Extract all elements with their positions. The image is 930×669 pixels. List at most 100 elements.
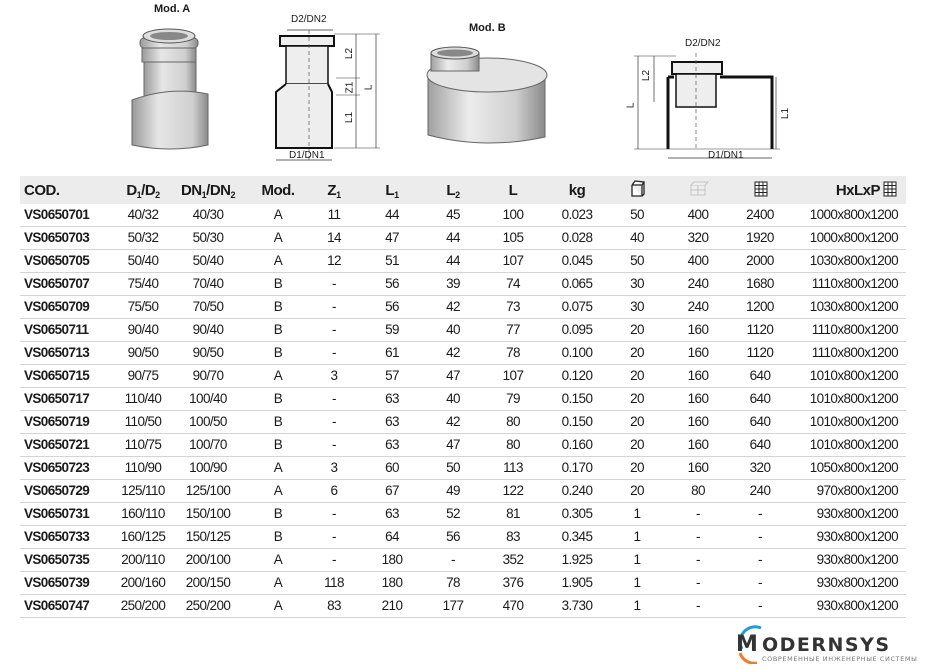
dim-b-d2-dn2: D2/DN2 bbox=[685, 38, 721, 49]
cell-l: 79 bbox=[506, 391, 520, 406]
cell-pallet-qty: - bbox=[758, 598, 763, 613]
mod-a-illustration bbox=[131, 28, 209, 150]
mod-b-label: Mod. B bbox=[469, 22, 506, 34]
cell-box-qty: 20 bbox=[630, 460, 644, 475]
cell-pallet-qty: 640 bbox=[749, 368, 771, 383]
cell-hxlxp: 1110x800x1200 bbox=[811, 276, 899, 291]
header-subscript: 1 bbox=[136, 190, 142, 200]
cell-cod: VS0650717 bbox=[24, 391, 90, 406]
mod-a-label: Mod. A bbox=[154, 3, 191, 15]
cell-d1-d2: 50/40 bbox=[127, 253, 159, 268]
cell-cod: VS0650729 bbox=[24, 483, 90, 498]
cell-kg: 0.150 bbox=[561, 414, 593, 429]
cell-layer-qty: - bbox=[696, 598, 701, 613]
cell-d1-d2: 75/40 bbox=[127, 276, 159, 291]
cell-hxlxp: 1010x800x1200 bbox=[809, 368, 899, 383]
cell-z1: - bbox=[332, 529, 337, 544]
cell-dn1-dn2: 100/50 bbox=[189, 414, 227, 429]
dim-l2: L2 bbox=[344, 47, 356, 60]
cell-l: 376 bbox=[502, 575, 524, 590]
cell-z1: 12 bbox=[327, 253, 341, 268]
cell-mod: B bbox=[273, 345, 283, 360]
header-subscript: 1 bbox=[394, 190, 399, 200]
cell-mod: B bbox=[273, 437, 283, 452]
header-text: kg bbox=[568, 182, 586, 199]
cell-hxlxp: 930x800x1200 bbox=[816, 575, 899, 590]
cell-pallet-qty: 1120 bbox=[746, 345, 774, 360]
cell-l: 74 bbox=[506, 276, 520, 291]
svg-text:M: M bbox=[736, 632, 759, 657]
cell-l1: 63 bbox=[385, 391, 399, 406]
cell-layer-qty: - bbox=[696, 529, 701, 544]
dim-z1: Z1 bbox=[344, 81, 356, 94]
cell-dn1-dn2: 200/100 bbox=[185, 552, 231, 567]
cell-hxlxp: 930x800x1200 bbox=[816, 529, 899, 544]
cell-kg: 0.160 bbox=[561, 437, 593, 452]
cell-l1: 180 bbox=[381, 552, 403, 567]
dim-d1-dn1: D1/DN1 bbox=[289, 150, 325, 161]
cell-z1: - bbox=[332, 322, 337, 337]
cell-cod: VS0650731 bbox=[24, 506, 90, 521]
dim-b-l2: L2 bbox=[641, 69, 653, 82]
cell-d1-d2: 90/50 bbox=[127, 345, 159, 360]
cell-cod: VS0650723 bbox=[24, 460, 90, 475]
table-row: VS0650703 50/32 50/30 A 14 47 44 105 0.028 40 320 1… bbox=[20, 227, 906, 250]
cell-layer-qty: 160 bbox=[687, 414, 709, 429]
cell-layer-qty: - bbox=[696, 552, 701, 567]
cell-kg: 0.095 bbox=[561, 322, 593, 337]
cell-pallet-qty: 640 bbox=[749, 414, 771, 429]
cell-dn1-dn2: 50/40 bbox=[192, 253, 224, 268]
header-subscript: 2 bbox=[155, 190, 160, 200]
table-row: VS0650729 125/110 125/100 A 6 67 49 122 0.240 20 8… bbox=[20, 480, 906, 503]
header-text: Mod. bbox=[261, 182, 296, 199]
cell-l: 80 bbox=[506, 414, 520, 429]
cell-pallet-qty: 240 bbox=[749, 483, 771, 498]
cell-layer-qty: 400 bbox=[687, 253, 709, 268]
header-layer-qty bbox=[666, 176, 730, 204]
cell-cod: VS0650715 bbox=[24, 368, 90, 383]
cell-l2: 42 bbox=[446, 299, 460, 314]
cell-l2: 78 bbox=[446, 575, 460, 590]
header-pallet-qty bbox=[728, 176, 792, 204]
cell-cod: VS0650711 bbox=[24, 322, 89, 337]
cell-l1: 57 bbox=[385, 368, 399, 383]
cell-box-qty: 20 bbox=[630, 368, 644, 383]
cell-box-qty: 40 bbox=[630, 230, 644, 245]
cell-l1: 51 bbox=[385, 253, 399, 268]
cell-l: 78 bbox=[506, 345, 520, 360]
mod-b-illustration bbox=[426, 46, 548, 144]
cell-d1-d2: 125/110 bbox=[121, 483, 165, 498]
cell-d1-d2: 200/160 bbox=[120, 575, 166, 590]
dim-b-l1: L1 bbox=[780, 107, 792, 120]
table-row: VS0650701 40/32 40/30 A 11 44 45 100 0.023 50 400 2… bbox=[20, 204, 906, 227]
header-text: L bbox=[508, 182, 518, 199]
cell-d1-d2: 160/110 bbox=[121, 506, 165, 521]
cell-kg: 0.240 bbox=[561, 483, 593, 498]
cell-l: 113 bbox=[503, 460, 523, 475]
cell-z1: - bbox=[332, 391, 337, 406]
mod-a-section-drawing bbox=[275, 29, 380, 161]
header-text: /DN bbox=[206, 182, 231, 199]
cell-layer-qty: - bbox=[696, 506, 701, 521]
cell-d1-d2: 110/90 bbox=[124, 460, 162, 475]
cell-dn1-dn2: 100/90 bbox=[189, 460, 227, 475]
cell-l: 81 bbox=[506, 506, 520, 521]
cell-d1-d2: 40/32 bbox=[127, 207, 159, 222]
cell-dn1-dn2: 250/200 bbox=[185, 598, 231, 613]
cell-l: 352 bbox=[502, 552, 524, 567]
cell-d1-d2: 110/75 bbox=[124, 437, 162, 452]
header-kg: kg bbox=[545, 176, 609, 204]
cell-layer-qty: 320 bbox=[687, 230, 709, 245]
pallet-layer-icon bbox=[689, 179, 709, 209]
cell-box-qty: 1 bbox=[633, 575, 642, 590]
dim-d2-dn2: D2/DN2 bbox=[291, 14, 327, 25]
cell-cod: VS0650719 bbox=[24, 414, 90, 429]
cell-mod: A bbox=[273, 207, 283, 222]
header-subscript: 1 bbox=[201, 190, 207, 200]
pallet-icon bbox=[882, 179, 898, 209]
cell-d1-d2: 50/32 bbox=[127, 230, 159, 245]
cell-layer-qty: 400 bbox=[687, 207, 709, 222]
table-row: VS0650719 110/50 100/50 B - 63 42 80 0.150 20 160 6… bbox=[20, 411, 906, 434]
table-row: VS0650709 75/50 70/50 B - 56 42 73 0.075 30 240 120… bbox=[20, 296, 906, 319]
